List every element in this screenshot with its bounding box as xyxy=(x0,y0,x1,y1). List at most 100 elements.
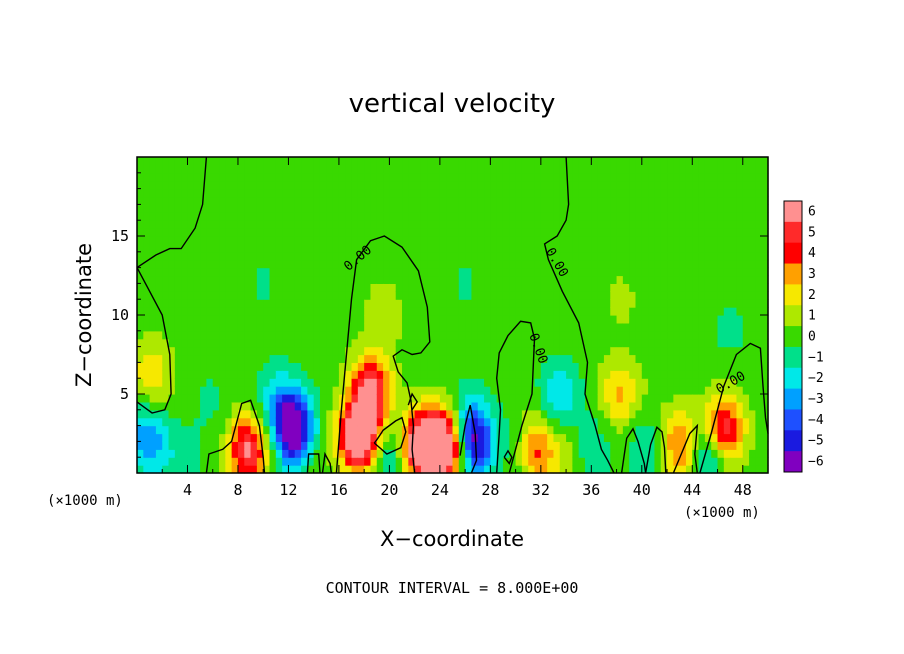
heatmap-cell xyxy=(225,441,233,450)
heatmap-cell xyxy=(408,370,416,379)
heatmap-cell xyxy=(162,291,170,300)
heatmap-cell xyxy=(458,457,466,466)
heatmap-cell xyxy=(446,409,454,419)
heatmap-cell xyxy=(439,228,447,237)
heatmap-cell xyxy=(603,228,611,237)
heatmap-cell xyxy=(275,449,283,458)
heatmap-cell xyxy=(648,354,656,363)
heatmap-cell xyxy=(231,441,239,450)
heatmap-cell xyxy=(547,164,555,174)
heatmap-cell xyxy=(566,275,573,284)
heatmap-cell xyxy=(313,267,321,277)
heatmap-cell xyxy=(282,220,290,229)
heatmap-cell xyxy=(275,291,283,300)
heatmap-cell xyxy=(137,394,144,403)
heatmap-cell xyxy=(149,449,157,458)
heatmap-cell xyxy=(477,180,485,190)
heatmap-cell xyxy=(730,196,738,205)
heatmap-cell xyxy=(484,386,491,395)
heatmap-cell xyxy=(635,378,643,387)
heatmap-cell xyxy=(269,425,277,435)
heatmap-cell xyxy=(269,291,277,300)
heatmap-cell xyxy=(155,180,163,190)
heatmap-cell xyxy=(629,172,637,182)
heatmap-cell xyxy=(200,212,208,221)
heatmap-cell xyxy=(313,346,321,356)
heatmap-cell xyxy=(742,196,750,205)
heatmap-cell xyxy=(143,370,151,379)
heatmap-cell xyxy=(496,259,504,269)
heatmap-cell xyxy=(313,378,321,387)
heatmap-cell xyxy=(364,425,372,435)
heatmap-cell xyxy=(730,204,738,213)
heatmap-cell xyxy=(282,315,290,324)
heatmap-cell xyxy=(200,307,208,316)
contour-line-zero xyxy=(136,267,172,414)
heatmap-cell xyxy=(635,322,643,332)
heatmap-cell xyxy=(319,275,327,284)
heatmap-cell xyxy=(648,291,656,300)
heatmap-cell xyxy=(471,259,479,269)
heatmap-cell xyxy=(319,441,327,450)
heatmap-cell xyxy=(717,259,725,269)
heatmap-cell xyxy=(383,315,390,324)
heatmap-cell xyxy=(660,180,668,190)
heatmap-cell xyxy=(603,441,611,450)
heatmap-cell xyxy=(326,449,334,458)
heatmap-cell xyxy=(313,251,321,261)
heatmap-cell xyxy=(534,275,542,284)
heatmap-cell xyxy=(389,433,397,442)
heatmap-cell xyxy=(629,362,637,371)
heatmap-cell xyxy=(610,394,618,403)
heatmap-cell xyxy=(673,362,681,371)
heatmap-cell xyxy=(282,212,290,221)
heatmap-cell xyxy=(345,362,353,371)
heatmap-cell xyxy=(237,425,245,435)
heatmap-cell xyxy=(717,299,725,308)
heatmap-cell xyxy=(452,236,460,245)
heatmap-cell xyxy=(433,417,441,427)
heatmap-cell xyxy=(326,220,334,229)
heatmap-cell xyxy=(534,394,542,403)
heatmap-cell xyxy=(679,251,687,261)
heatmap-cell xyxy=(231,307,239,316)
heatmap-cell xyxy=(452,354,460,363)
heatmap-cell xyxy=(326,330,334,340)
heatmap-cell xyxy=(610,164,618,174)
heatmap-cell xyxy=(313,330,321,340)
heatmap-cell xyxy=(149,370,157,379)
heatmap-cell xyxy=(622,386,630,395)
heatmap-cell xyxy=(332,220,340,229)
heatmap-cell xyxy=(181,433,189,442)
heatmap-cell xyxy=(275,370,283,379)
heatmap-cell xyxy=(540,386,548,395)
heatmap-cell xyxy=(149,236,157,245)
heatmap-cell xyxy=(237,409,245,419)
heatmap-cell xyxy=(711,409,719,419)
heatmap-cell xyxy=(200,322,208,332)
heatmap-cell xyxy=(345,164,353,174)
heatmap-cell xyxy=(370,441,378,450)
heatmap-cell xyxy=(540,338,548,348)
heatmap-cell xyxy=(395,417,403,427)
heatmap-cell xyxy=(446,188,454,198)
heatmap-cell xyxy=(660,425,668,435)
heatmap-cell xyxy=(237,243,245,253)
heatmap-cell xyxy=(143,307,151,316)
heatmap-cell xyxy=(585,433,592,442)
heatmap-cell xyxy=(351,180,359,190)
heatmap-cell xyxy=(496,172,504,182)
heatmap-cell xyxy=(414,370,422,379)
heatmap-cell xyxy=(509,465,517,474)
heatmap-cell xyxy=(263,362,271,371)
heatmap-cell xyxy=(370,370,378,379)
heatmap-cell xyxy=(446,330,454,340)
heatmap-cell xyxy=(168,157,176,166)
heatmap-cell xyxy=(572,243,580,253)
heatmap-cell xyxy=(383,188,390,198)
heatmap-cell xyxy=(200,164,208,174)
heatmap-cell xyxy=(755,386,763,395)
heatmap-cell xyxy=(755,172,763,182)
heatmap-cell xyxy=(345,236,353,245)
heatmap-cell xyxy=(338,378,346,387)
